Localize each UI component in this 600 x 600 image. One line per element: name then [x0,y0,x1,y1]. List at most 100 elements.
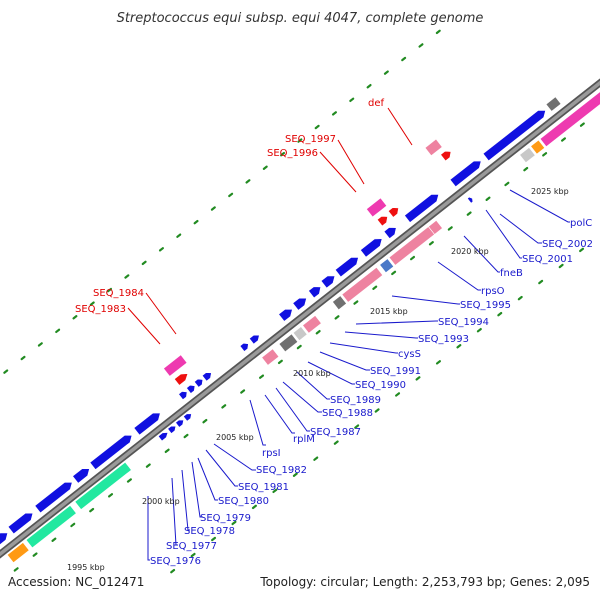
gene-label-def: def [368,98,385,109]
grid-tick [259,374,265,379]
gene-feature [530,139,546,155]
gene-feature [72,468,90,484]
grid-tick [401,56,407,62]
gene-label-seq-1979: SEQ_1979 [200,513,251,524]
grid-tick [497,311,503,317]
gene-feature [379,258,395,274]
grid-tick [245,179,251,184]
grid-tick [579,247,585,253]
grid-tick [32,552,38,557]
gene-feature [0,532,9,546]
gene-label-seq-1989: SEQ_1989 [330,395,381,406]
grid-tick [349,97,355,103]
grid-tick [72,315,78,320]
gene-label-seq-2002: SEQ_2002 [542,239,593,250]
gene-feature [404,193,440,223]
gene-feature [387,207,399,218]
kbp-scale-labels: 1995 kbp 2000 kbp 2005 kbp 2010 kbp 2015… [67,187,569,572]
scale-label-1995: 1995 kbp [67,563,105,572]
gene-label-rpsi: rpsI [262,448,281,459]
gene-feature [341,266,384,303]
scale-label-2015: 2015 kbp [370,307,408,316]
gene-feature [239,342,249,352]
gene-label-seq-1996: SEQ_1996 [267,148,318,159]
grid-tick [395,392,401,397]
gene-feature [74,461,132,510]
gene-feature [261,348,280,366]
gene-label-rplm: rplM [293,434,315,445]
gene-feature [308,286,322,299]
grid-tick [366,84,372,89]
grid-tick [221,404,227,409]
grid-tick [55,328,61,334]
grid-tick [558,263,564,269]
grid-tick [485,196,491,201]
gene-feature [360,238,383,258]
scale-label-2000: 2000 kbp [142,497,180,506]
gene-feature [163,354,188,377]
grid-tick [170,568,176,574]
gene-label-seq-1977: SEQ_1977 [166,541,217,552]
grid-tick [435,360,441,365]
gene-feature [6,542,30,564]
grid-tick [313,456,319,461]
grid-tick [3,369,9,374]
gene-feature [278,333,299,353]
gene-feature [25,504,77,549]
gene-feature [302,315,322,334]
gene-label-seq-1997: SEQ_1997 [285,134,336,145]
grid-tick [353,300,359,305]
gene-label-seq-1978: SEQ_1978 [184,526,235,537]
gene-label-seq-1981: SEQ_1981 [238,482,289,493]
gene-feature [292,326,308,342]
grid-tick [333,440,339,445]
grid-tick [89,301,95,306]
grid-tick [277,359,283,365]
grid-tick [262,165,268,170]
grid-tick [228,192,234,198]
gene-feature [482,109,547,162]
grid-tick [374,408,380,413]
gene-label-seq-1994: SEQ_1994 [438,317,489,328]
grid-tick [176,233,182,238]
grid-tick [372,285,378,290]
scale-label-2025: 2025 kbp [531,187,569,196]
gene-feature [167,425,177,434]
label-leader-lines [127,107,570,561]
grid-tick [70,522,76,528]
grid-tick [183,433,189,439]
figure-title: Streptococcus equi subsp. equi 4047, com… [117,11,484,26]
gene-feature [193,378,204,388]
gene-feature [175,419,185,428]
gene-label-seq-1995: SEQ_1995 [460,300,511,311]
grid-tick [124,274,130,279]
gene-feature [133,412,161,436]
grid-tick [517,295,523,301]
grid-tick [523,166,529,172]
grid-tick [579,122,585,127]
gene-feature [449,160,482,188]
grid-tick [89,507,95,513]
grid-tick [272,488,278,494]
grid-tick [251,504,257,510]
gene-label-seq-1976: SEQ_1976 [150,556,201,567]
gene-feature [34,481,73,514]
grid-tick [126,478,132,483]
grid-tick [297,138,303,143]
grid-tick [354,424,360,429]
grid-tick [456,344,462,349]
gene-label-fneb: fneB [500,268,523,279]
grid-tick [542,152,548,157]
grid-tick [383,70,389,75]
gene-label-seq-1988: SEQ_1988 [322,408,373,419]
gene-label-rpso: rpsO [481,286,505,297]
gene-feature [173,373,189,386]
grid-tick [331,111,337,116]
grid-tick [280,151,286,157]
genome-backbone-highlight [0,80,600,557]
gene-feature [320,275,336,289]
gene-feature [365,197,388,218]
grid-tick [210,206,216,211]
